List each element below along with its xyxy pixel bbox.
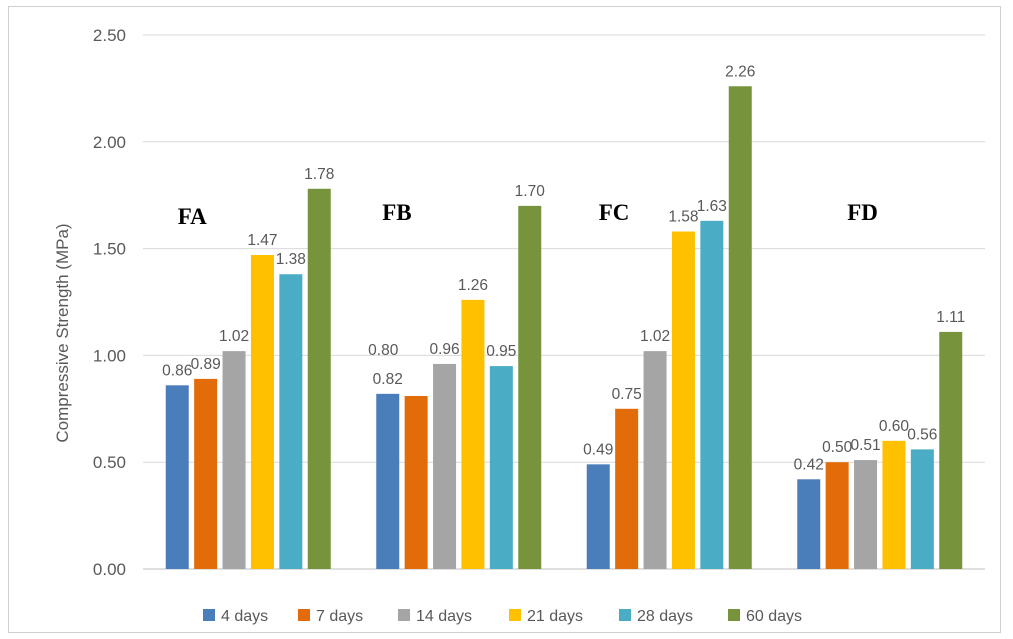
data-label: 1.58: [668, 209, 698, 226]
data-label: 0.50: [822, 439, 853, 456]
bar-FC-14-days: [643, 351, 667, 569]
bar-FB-4-days: [376, 393, 400, 569]
y-tick-label: 2.00: [93, 133, 126, 152]
legend-label: 4 days: [221, 608, 268, 625]
y-tick-label: 2.50: [93, 26, 126, 45]
y-tick-label: 1.50: [93, 240, 126, 259]
bar-FA-14-days: [222, 351, 246, 569]
data-label: 1.02: [219, 328, 249, 345]
data-labels: 0.860.89 1.02 1.47 1.38 1.78 0.82 0.96 1.26 0.95…: [162, 63, 965, 473]
data-label: 1.11: [936, 309, 965, 326]
data-label: 0.42: [794, 456, 824, 473]
legend-swatch: [398, 609, 410, 621]
legend-swatch: [509, 609, 521, 621]
data-label: 0.51: [850, 437, 880, 454]
bar-FC-7-days: [615, 408, 639, 569]
bar-FB-60-days: [518, 205, 542, 569]
bar-FD-28-days: [910, 449, 934, 569]
data-label: 0.80: [368, 342, 399, 359]
group-label-FA: FA: [178, 204, 207, 229]
data-label: 0.96: [429, 341, 459, 358]
group-label-FC: FC: [599, 200, 630, 225]
bar-FA-28-days: [279, 274, 303, 569]
bar-FA-21-days: [250, 255, 274, 569]
bar-series: [165, 86, 963, 570]
bar-FA-60-days: [307, 188, 331, 570]
legend-label: 21 days: [527, 608, 583, 625]
bar-FD-21-days: [882, 440, 906, 569]
bar-FB-7-days: [404, 395, 428, 569]
data-label: 1.78: [304, 166, 334, 183]
bar-FA-4-days: [165, 385, 189, 569]
bar-FC-60-days: [728, 86, 752, 569]
y-axis-tick-labels: 0.00 0.50 1.00 1.50 2.00 2.50: [93, 26, 126, 579]
data-label: 1.26: [458, 277, 488, 294]
data-label: 1.38: [276, 251, 306, 268]
data-label: 1.47: [247, 232, 277, 249]
bar-FB-21-days: [461, 299, 485, 569]
data-label: 2.26: [725, 63, 755, 80]
bar-FA-7-days: [194, 378, 218, 569]
data-label: 0.49: [583, 441, 613, 458]
bar-FB-28-days: [489, 366, 513, 569]
bar-FB-14-days: [433, 363, 457, 569]
legend-swatch: [203, 609, 215, 621]
group-labels: FA FB FC FD: [178, 200, 878, 229]
data-label: 0.95: [486, 343, 516, 360]
bar-FC-28-days: [700, 220, 724, 569]
legend-swatch: [728, 609, 740, 621]
bar-FD-7-days: [825, 462, 849, 569]
legend: 4 days 7 days 14 days 21 days 28 days 60 days: [203, 608, 802, 625]
data-label: 0.86: [162, 362, 192, 379]
y-tick-label: 1.00: [93, 346, 126, 365]
bar-FC-21-days: [671, 231, 695, 569]
data-label: 1.70: [515, 183, 546, 200]
legend-label: 7 days: [316, 608, 363, 625]
bar-FD-60-days: [939, 331, 963, 569]
legend-label: 60 days: [746, 608, 802, 625]
data-label: 0.56: [907, 426, 937, 443]
data-label: 0.75: [612, 386, 642, 403]
legend-swatch: [298, 609, 310, 621]
legend-swatch: [619, 609, 631, 621]
group-label-FB: FB: [382, 200, 411, 225]
bar-FC-4-days: [586, 464, 610, 569]
bar-FD-4-days: [797, 479, 821, 569]
y-tick-label: 0.00: [93, 560, 126, 579]
data-label: 0.82: [373, 371, 403, 388]
y-axis-label: Compressive Strength (MPa): [53, 223, 72, 442]
legend-label: 14 days: [416, 608, 472, 625]
legend-label: 28 days: [637, 608, 693, 625]
data-label: 0.60: [879, 418, 910, 435]
bar-FD-14-days: [854, 460, 878, 569]
y-tick-label: 0.50: [93, 453, 126, 472]
data-label: 0.89: [191, 356, 221, 373]
data-label: 1.63: [697, 198, 727, 215]
group-label-FD: FD: [847, 200, 878, 225]
data-label: 1.02: [640, 328, 670, 345]
